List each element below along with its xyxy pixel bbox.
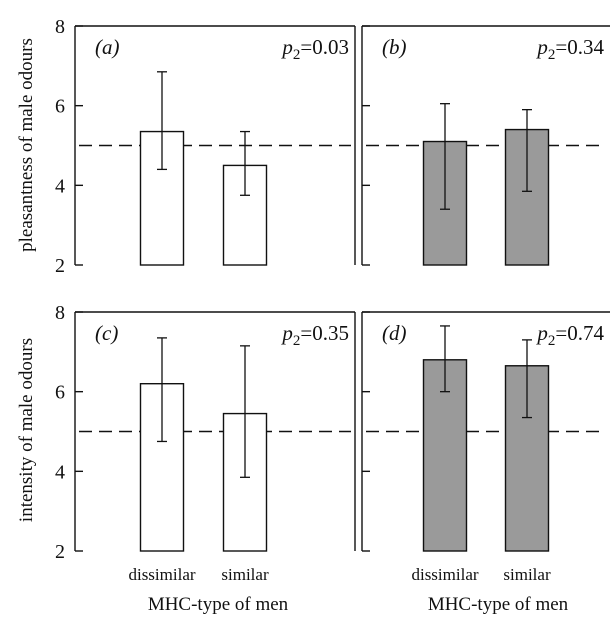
panel-d-label: (d): [382, 321, 407, 345]
panel-b-p-value: p2=0.34: [535, 35, 604, 63]
panel-c-label: (c): [95, 321, 118, 345]
panel-d-category-label-similar: similar: [503, 565, 551, 584]
panel-c-y-tick-label-4: 4: [55, 461, 65, 483]
panel-c-y-tick-label-6: 6: [55, 382, 65, 404]
y-axis-title-intensity: intensity of male odours: [16, 338, 37, 522]
panel-a-y-tick-label-2: 2: [55, 255, 65, 277]
x-axis-title-right: MHC-type of men: [428, 594, 569, 615]
panel-a-y-tick-label-4: 4: [55, 175, 65, 197]
x-axis-title-left: MHC-type of men: [148, 594, 289, 615]
y-axis-title-pleasantness: pleasantness of male odours: [16, 38, 37, 252]
panel-a-y-tick-label-8: 8: [55, 16, 65, 38]
panel-a-y-tick-label-6: 6: [55, 96, 65, 118]
panel-c-p-value: p2=0.35: [280, 321, 349, 349]
panel-c-y-tick-label-8: 8: [55, 302, 65, 324]
panel-c-y-tick-label-2: 2: [55, 541, 65, 563]
panel-b-label: (b): [382, 35, 407, 59]
panel-c-category-label-dissimilar: dissimilar: [128, 565, 195, 584]
panel-a-label: (a): [95, 35, 120, 59]
panel-d-category-label-dissimilar: dissimilar: [411, 565, 478, 584]
panel-d-p-value: p2=0.74: [535, 321, 604, 349]
panel-a-p-value: p2=0.03: [280, 35, 349, 63]
panel-c-category-label-similar: similar: [221, 565, 269, 584]
